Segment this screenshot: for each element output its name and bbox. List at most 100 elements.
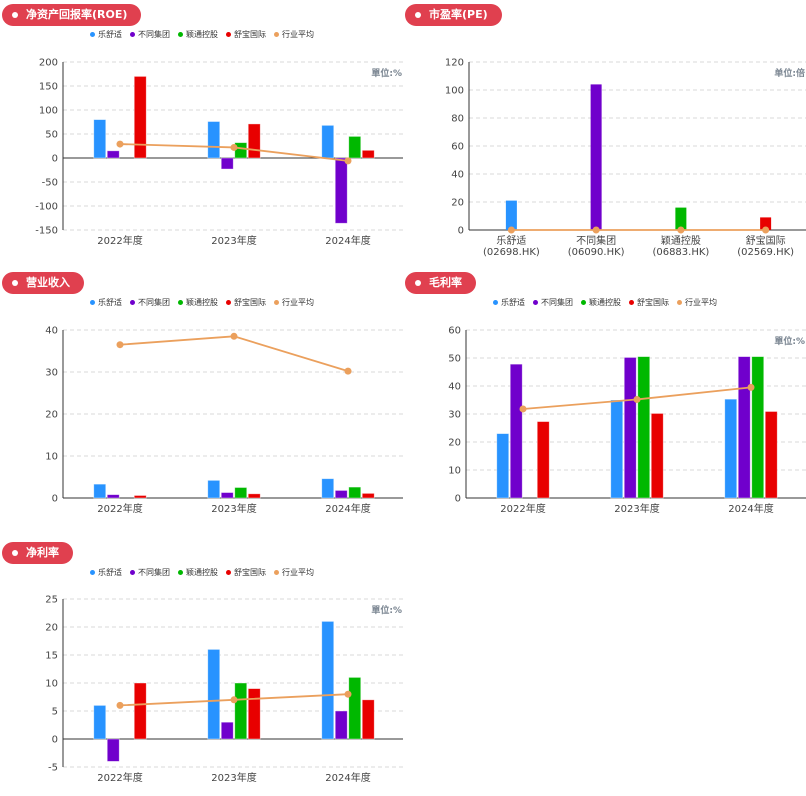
legend-label: 不同集团 — [541, 298, 573, 307]
legend-item[interactable]: 颖通控股 — [178, 297, 218, 308]
legend-label: 颖通控股 — [589, 298, 621, 307]
legend-item[interactable]: 颖通控股 — [178, 567, 218, 578]
legend-item[interactable]: 行业平均 — [274, 29, 314, 40]
industry-average-point — [507, 226, 515, 234]
x-tick-label: 2022年度 — [97, 234, 142, 247]
bar-不同集团 — [623, 357, 637, 499]
industry-average-point — [633, 395, 641, 403]
legend-item[interactable]: 行业平均 — [274, 567, 314, 578]
legend-item[interactable]: 舒宝国际 — [226, 29, 266, 40]
gross-chart: 60 50 40 30 20 10 0 單位:% 2022年度 2023年度 2024年度 — [448, 326, 806, 515]
legend-dot-icon — [226, 32, 231, 37]
legend-item[interactable]: 不同集团 — [130, 297, 170, 308]
y-tick-label: 30 — [448, 410, 461, 421]
bar-乐舒适 — [93, 705, 107, 740]
y-tick-label: 25 — [45, 595, 58, 606]
x-tick-label: 舒宝国际 — [746, 234, 786, 247]
legend-item[interactable]: 乐舒适 — [493, 297, 525, 308]
x-tick-label: 2022年度 — [97, 502, 142, 515]
industry-average-point — [116, 341, 124, 349]
legend-item[interactable]: 行业平均 — [677, 297, 717, 308]
roe-title: 净资产回报率(ROE) — [2, 4, 142, 26]
legend-item[interactable]: 乐舒适 — [90, 297, 122, 308]
legend-item[interactable]: 行业平均 — [274, 297, 314, 308]
pe-title: 市盈率(PE) — [405, 4, 502, 26]
y-tick-label: -150 — [35, 226, 58, 237]
net-chart: 25 20 15 10 5 0 -5 單位:% 2022年度 2023年度 2024年度 — [45, 595, 403, 784]
legend-label: 行业平均 — [282, 298, 314, 307]
bar-乐舒适 — [321, 124, 335, 159]
bar-颖通控股 — [348, 136, 362, 159]
industry-average-point — [747, 383, 755, 391]
y-tick-label: 20 — [448, 438, 461, 449]
bar-不同集团 — [334, 157, 348, 224]
y-tick-label: 50 — [448, 354, 461, 365]
unit-label: 單位:% — [774, 335, 805, 347]
bar-舒宝国际 — [133, 75, 147, 159]
roe-panel: 净资产回报率(ROE) 乐舒适 不同集团 颖通控股 舒宝国际 行业平均 200 150 10… — [0, 0, 403, 262]
legend-label: 乐舒适 — [501, 298, 525, 307]
x-tick-label: 2023年度 — [211, 502, 256, 515]
legend-dot-icon — [130, 32, 135, 37]
y-tick-label: 30 — [45, 368, 58, 379]
bar-颖通控股 — [234, 142, 248, 159]
unit-label: 單位:% — [371, 67, 402, 79]
x-tick-label: 2024年度 — [325, 771, 370, 784]
bar-乐舒适 — [610, 399, 624, 499]
legend-item[interactable]: 乐舒适 — [90, 29, 122, 40]
bar-颖通控股 — [234, 487, 248, 499]
legend-dot-icon — [274, 32, 279, 37]
legend-label: 舒宝国际 — [234, 298, 266, 307]
legend-dot-icon — [533, 300, 538, 305]
legend-dot-icon — [274, 570, 279, 575]
legend-item[interactable]: 不同集团 — [130, 567, 170, 578]
legend-item[interactable]: 舒宝国际 — [629, 297, 669, 308]
legend-dot-icon — [90, 570, 95, 575]
net-panel: 净利率 乐舒适 不同集团 颖通控股 舒宝国际 行业平均 25 20 15 10 5 0 -5 單位:%… — [0, 540, 403, 796]
bar-颖通控股 — [751, 356, 765, 499]
x-tick-label: 2024年度 — [325, 234, 370, 247]
industry-average-point — [116, 701, 124, 709]
x-tick-label: (06883.HK) — [652, 247, 709, 258]
legend-label: 颖通控股 — [186, 30, 218, 39]
legend-item[interactable]: 不同集团 — [130, 29, 170, 40]
y-tick-label: 10 — [45, 679, 58, 690]
x-tick-label: 2022年度 — [500, 502, 545, 515]
industry-average-point — [344, 367, 352, 375]
industry-average-point — [762, 226, 770, 234]
y-tick-label: -5 — [48, 763, 58, 774]
legend-item[interactable]: 乐舒适 — [90, 567, 122, 578]
x-tick-label: 2024年度 — [728, 502, 773, 515]
y-tick-label: 20 — [45, 410, 58, 421]
legend-item[interactable]: 颖通控股 — [581, 297, 621, 308]
gross-legend: 乐舒适 不同集团 颖通控股 舒宝国际 行业平均 — [493, 297, 717, 308]
roe-chart: 200 150 100 50 0 -50 -100 -150 單位:% 2022年度 2023年度 2… — [35, 58, 403, 247]
legend-dot-icon — [130, 570, 135, 575]
legend-label: 舒宝国际 — [637, 298, 669, 307]
legend-item[interactable]: 颖通控股 — [178, 29, 218, 40]
legend-item[interactable]: 舒宝国际 — [226, 297, 266, 308]
y-tick-label: 0 — [52, 494, 58, 505]
legend-dot-icon — [90, 300, 95, 305]
x-tick-label: 2024年度 — [325, 502, 370, 515]
legend-label: 行业平均 — [282, 30, 314, 39]
bar-不同集团 — [106, 150, 120, 159]
industry-average-point — [592, 226, 600, 234]
bar-颖通控股 — [637, 356, 651, 499]
bar-乐舒适 — [496, 433, 510, 499]
legend-item[interactable]: 不同集团 — [533, 297, 573, 308]
y-tick-label: 5 — [52, 707, 58, 718]
y-tick-label: 20 — [45, 623, 58, 634]
x-tick-label: 2023年度 — [614, 502, 659, 515]
y-tick-label: 0 — [458, 226, 464, 237]
bar-不同集团 — [737, 356, 751, 499]
pe-panel: 市盈率(PE) 120 100 80 60 40 20 0 单位:倍 乐舒适 (02698.HK)… — [403, 0, 806, 262]
legend-dot-icon — [274, 300, 279, 305]
legend-label: 不同集团 — [138, 30, 170, 39]
legend-item[interactable]: 舒宝国际 — [226, 567, 266, 578]
net-title: 净利率 — [2, 542, 73, 564]
x-tick-label: (06090.HK) — [568, 247, 625, 258]
bar-颖通控股 — [234, 682, 248, 740]
legend-dot-icon — [226, 570, 231, 575]
industry-average-point — [519, 405, 527, 413]
